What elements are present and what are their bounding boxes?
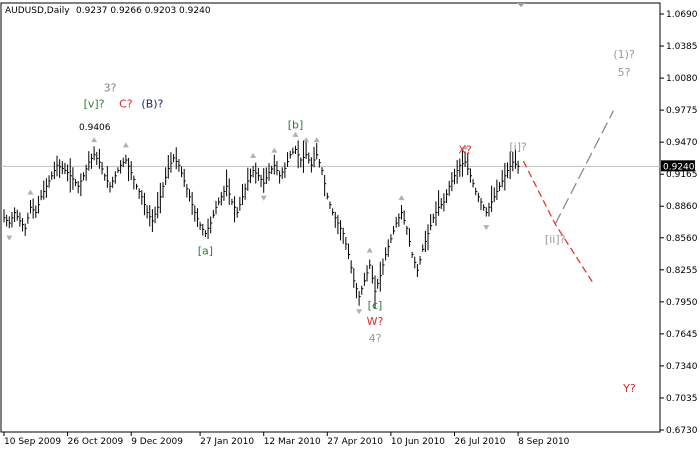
- y-tick-label: 0.9165: [666, 170, 698, 180]
- wave-label: Y?: [622, 382, 636, 395]
- y-tick-label: 0.8860: [666, 202, 698, 212]
- fractal-up-icon: [122, 142, 129, 148]
- current-price-box: [661, 160, 695, 172]
- fractal-up-icon: [313, 137, 320, 143]
- y-tick-label: 0.8255: [666, 266, 698, 276]
- wave-label: [v]?: [84, 97, 105, 110]
- wave-label: (1)?: [613, 48, 635, 61]
- y-tick-label: 0.7950: [666, 298, 698, 308]
- x-tick-label: 10 Jun 2010: [391, 437, 445, 447]
- fractal-up-icon: [366, 247, 373, 253]
- x-tick-label: 26 Jul 2010: [455, 437, 506, 447]
- y-tick-label: 0.7340: [666, 362, 698, 372]
- fractal-up-icon: [398, 194, 405, 200]
- x-tick-label: 27 Apr 2010: [327, 437, 383, 447]
- chart-ohlc: 0.9237 0.9266 0.9203 0.9240: [76, 6, 211, 16]
- y-axis: 1.0690 1.0385 1.0080 0.9775 0.9470 0.9165 0.88…: [660, 10, 698, 436]
- wave-label: X?: [458, 144, 472, 157]
- wave-projection: [522, 110, 615, 283]
- chart-symbol: AUDUSD,Daily: [5, 6, 70, 16]
- fractal-markers: [6, 131, 490, 315]
- wave-label: [ii]?: [545, 233, 566, 246]
- x-axis: 10 Sep 2009 26 Oct 2009 9 Dec 2009 27 Jan 2…: [3, 432, 570, 447]
- x-tick-label: 10 Sep 2009: [4, 437, 61, 447]
- y-tick-label: 0.9470: [666, 138, 698, 148]
- x-tick-label: 8 Sep 2010: [518, 437, 570, 447]
- x-tick-label: 9 Dec 2009: [131, 437, 183, 447]
- fractal-up-icon: [271, 147, 278, 153]
- y-tick-label: 0.7035: [666, 394, 698, 404]
- wave-label: (B)?: [141, 97, 163, 110]
- wave-labels: 3? [v]? C? (B)? [a] [b] X? [i]? [c] W? 4? [ii]? (1)?…: [84, 48, 636, 395]
- y-tick-label: 1.0690: [666, 10, 698, 20]
- wave-label: 5?: [618, 66, 631, 79]
- fractal-down-icon: [356, 309, 363, 315]
- fractal-up-icon: [27, 189, 34, 195]
- projection-grey-line: [554, 110, 615, 225]
- wave-label: [b]: [288, 119, 304, 132]
- fractal-down-icon: [483, 225, 490, 231]
- x-tick-label: 12 Mar 2010: [264, 437, 321, 447]
- fractal-up-icon: [462, 144, 469, 150]
- wave-label: 3?: [104, 82, 117, 95]
- y-tick-label: 1.0080: [666, 74, 698, 84]
- wave-label: C?: [119, 97, 133, 110]
- fractal-down-icon: [260, 195, 267, 201]
- fractal-up-icon: [303, 137, 310, 143]
- swing-high-price: 0.9406: [79, 123, 111, 133]
- wave-label: W?: [367, 315, 384, 328]
- top-marker-icon: [517, 3, 525, 7]
- wave-label: [c]: [368, 299, 383, 312]
- x-tick-label: 26 Oct 2009: [68, 437, 124, 447]
- current-price-tag: 0.9240: [661, 160, 695, 172]
- y-tick-label: 0.8560: [666, 234, 698, 244]
- x-tick-label: 27 Jan 2010: [200, 437, 254, 447]
- y-tick-label: 0.9775: [666, 106, 698, 116]
- wave-label: [a]: [198, 245, 213, 258]
- fractal-up-icon: [250, 152, 257, 158]
- current-price-value: 0.9240: [663, 162, 695, 172]
- y-tick-label: 0.7645: [666, 330, 698, 340]
- y-tick-label: 1.0385: [666, 42, 698, 52]
- price-bars: [3, 140, 520, 309]
- wave-label: [i]?: [509, 141, 527, 154]
- fractal-up-icon: [91, 137, 98, 143]
- y-tick-label: 0.6730: [666, 426, 698, 436]
- plot-frame: [0, 2, 661, 433]
- fractal-up-icon: [292, 131, 299, 137]
- wave-label: 4?: [369, 332, 382, 345]
- fractal-down-icon: [6, 235, 13, 241]
